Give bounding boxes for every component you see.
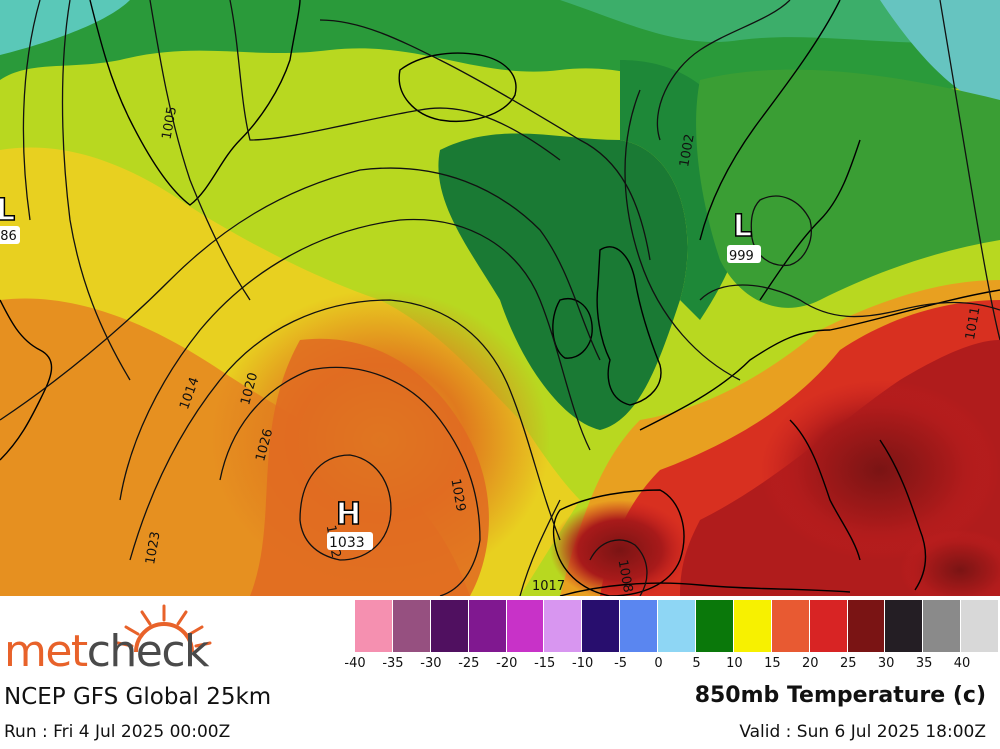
scale-swatch <box>658 600 697 652</box>
logo-part-met: met <box>4 626 88 677</box>
scale-tick-label: -40 <box>344 656 366 671</box>
isobar-label: 1005 <box>160 105 181 140</box>
scale-swatch <box>392 600 431 652</box>
scale-tick-label: 5 <box>692 656 701 671</box>
scale-tick-label: 0 <box>654 656 663 671</box>
scale-tick-label: 20 <box>802 656 819 671</box>
metcheck-sun-icon <box>116 604 212 653</box>
scale-swatch <box>809 600 848 652</box>
atlantic-trough <box>438 133 688 430</box>
scale-swatch <box>923 600 962 652</box>
high-symbol: H <box>336 497 361 532</box>
scale-swatch <box>355 600 393 652</box>
low-symbol: L <box>0 193 15 228</box>
scale-tick-label: -5 <box>614 656 628 671</box>
scale-tick-label: -10 <box>572 656 594 671</box>
scale-tick-label: 10 <box>726 656 743 671</box>
run-time: Run : Fri 4 Jul 2025 00:00Z <box>4 722 231 742</box>
high-value: 1033 <box>329 535 365 551</box>
logo-part-check: check <box>86 626 210 677</box>
low-symbol: L <box>733 209 752 244</box>
scale-tick-label: 30 <box>877 656 895 671</box>
scandinavia-zone <box>696 69 1000 308</box>
isobar-label: 1008 <box>615 559 636 594</box>
isobar-label: 1017 <box>532 579 565 594</box>
temperature-color-scale <box>355 600 1000 652</box>
valid-time: Valid : Sun 6 Jul 2025 18:00Z <box>739 722 986 742</box>
scale-swatch <box>885 600 924 652</box>
scale-swatch <box>430 600 469 652</box>
scale-tick-label: 25 <box>839 656 857 671</box>
pressure-center-high-azores: H 1033 <box>327 496 373 551</box>
scale-swatch <box>696 600 734 652</box>
scale-tick-label: -15 <box>534 656 556 671</box>
scale-tick-label: -35 <box>382 656 404 671</box>
isobar-label: 1011 <box>963 306 984 341</box>
scale-swatch <box>582 600 621 652</box>
low-value: 986 <box>0 229 17 244</box>
scale-swatch <box>544 600 583 652</box>
iberia-heat-core <box>550 500 690 596</box>
temperature-scale-ticks: -40 -35 -30 -25 -20 -15 -10 -5 0 5 10 15 20 25 30 35 40 <box>344 656 1000 674</box>
pressure-center-low-scandinavia: L 999 <box>727 208 761 264</box>
model-name: NCEP GFS Global 25km <box>4 684 272 710</box>
scale-swatch <box>847 600 886 652</box>
weather-map: 1005 1002 1014 1020 1026 1029 1032 1023 … <box>0 0 1000 596</box>
scale-swatch <box>961 600 1000 652</box>
scale-tick-label: -20 <box>496 656 518 671</box>
scale-tick-label: 35 <box>915 656 933 671</box>
scale-tick-label: -30 <box>420 656 442 671</box>
isobar-labels: 1005 1002 1014 1020 1026 1029 1032 1023 … <box>143 105 983 594</box>
scale-tick-label: 40 <box>953 656 971 671</box>
scale-swatch <box>468 600 507 652</box>
cold-zone-northeast <box>880 0 1000 110</box>
scale-swatch <box>620 600 659 652</box>
scale-tick-label: -25 <box>458 656 480 671</box>
isobar-label: 1023 <box>143 530 164 565</box>
balkans-heat-core <box>760 380 1000 560</box>
scale-swatch <box>733 600 772 652</box>
isobars <box>0 0 1000 596</box>
coastlines <box>0 0 1000 596</box>
pressure-center-low-west: L 986 <box>0 192 20 244</box>
cold-zone-northwest <box>0 0 130 55</box>
scale-swatch <box>506 600 545 652</box>
isobar-label: 1029 <box>447 478 468 513</box>
isobar-label: 1002 <box>677 133 698 168</box>
low-value: 999 <box>729 249 754 264</box>
scale-tick-label: 15 <box>764 656 781 671</box>
metcheck-logo: metcheck <box>4 630 210 674</box>
scale-swatch <box>771 600 810 652</box>
field-title: 850mb Temperature (c) <box>694 683 986 708</box>
